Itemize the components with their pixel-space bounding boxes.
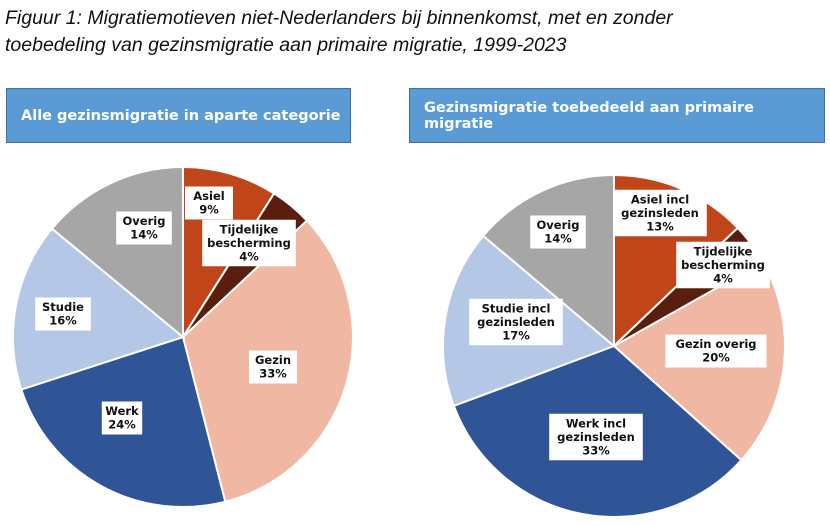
data-label-box — [116, 211, 172, 245]
data-label-value: 4% — [239, 249, 259, 263]
figure-title: Figuur 1: Migratiemotieven niet-Nederlan… — [5, 5, 673, 59]
data-label-value: 24% — [108, 418, 136, 432]
data-label-text: Asiel — [193, 189, 224, 203]
data-label-value: 13% — [646, 219, 674, 233]
pie-slice — [12, 227, 186, 391]
data-label-text: Studie incl — [482, 301, 551, 315]
data-label-box — [185, 186, 233, 220]
data-label-value: 33% — [582, 443, 610, 457]
pie-left: Asiel9%Tijdelijkebescherming4%Gezin33%We… — [12, 165, 354, 508]
data-label-value: 4% — [713, 271, 733, 285]
data-label-text: Overig — [537, 218, 580, 232]
data-label-text: gezinsleden — [477, 315, 555, 329]
data-label-value: 20% — [702, 351, 730, 365]
data-label-box — [469, 298, 563, 346]
data-label-value: 14% — [544, 232, 572, 246]
data-label-text: Gezin — [255, 353, 291, 367]
data-label-text: Werk — [105, 404, 139, 418]
data-label-value: 9% — [199, 203, 219, 217]
data-label-text: gezinsleden — [621, 206, 699, 220]
data-label-text: Tijdelijke — [694, 244, 753, 258]
data-label-value: 14% — [130, 228, 158, 242]
data-label-box — [530, 215, 586, 249]
data-label-text: Tijdelijke — [220, 222, 279, 236]
data-label-text: Overig — [123, 214, 166, 228]
right-chart-title: Gezinsmigratie toebedeeld aan primaire m… — [409, 88, 825, 143]
pie-right: Asiel inclgezinsleden13%Tijdelijkebesche… — [442, 173, 786, 518]
data-label-text: gezinsleden — [557, 430, 635, 444]
figure-title-line2: toebedeling van gezinsmigratie aan prima… — [5, 34, 567, 56]
data-label-box — [202, 219, 296, 267]
left-chart-title: Alle gezinsmigratie in aparte categorie — [6, 88, 351, 143]
data-label-text: Werk incl — [566, 416, 626, 430]
data-label-box — [101, 401, 143, 435]
data-label-text: bescherming — [681, 258, 765, 272]
data-label-box — [249, 350, 297, 384]
data-label-text: bescherming — [207, 236, 291, 250]
data-label-box — [35, 297, 91, 331]
data-label-box — [676, 241, 770, 289]
data-label-value: 16% — [49, 314, 77, 328]
pie-slice — [50, 165, 184, 340]
data-label-value: 17% — [502, 328, 530, 342]
data-label-text: Gezin overig — [675, 337, 756, 351]
data-label-text: Studie — [42, 300, 84, 314]
data-label-box — [549, 413, 643, 461]
data-label-value: 33% — [259, 367, 287, 381]
figure-title-line1: Figuur 1: Migratiemotieven niet-Nederlan… — [5, 7, 673, 29]
data-label-box — [665, 334, 767, 368]
data-label-box — [613, 189, 707, 237]
data-label-text: Asiel incl — [631, 192, 689, 206]
